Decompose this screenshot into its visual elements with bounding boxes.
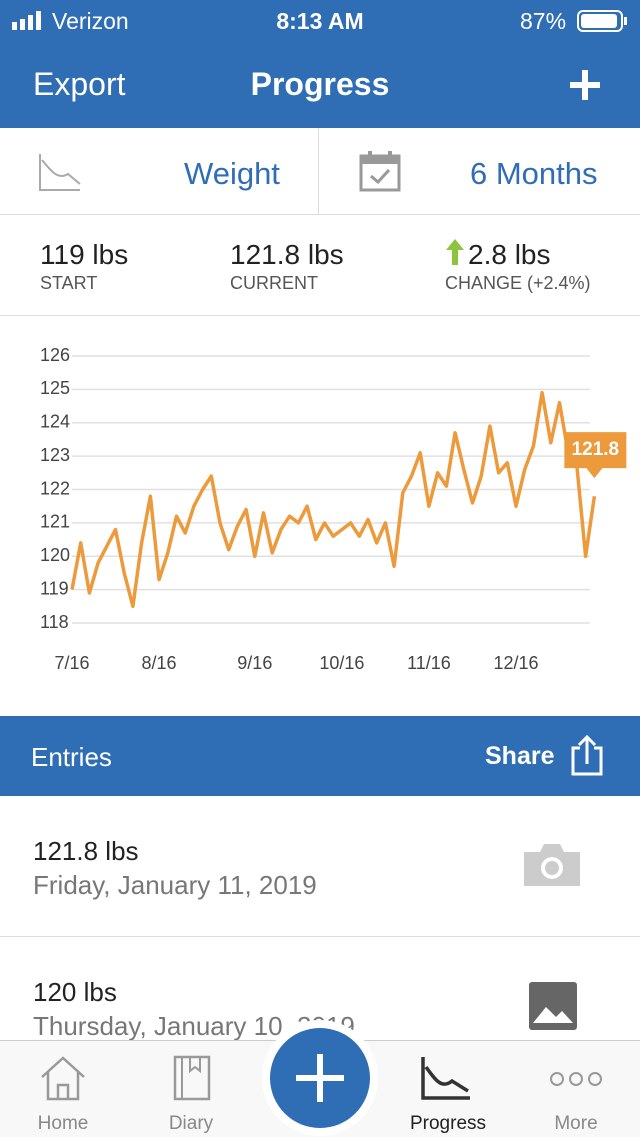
metric-selector[interactable]: Weight	[184, 156, 280, 191]
start-value: 119 lbs	[40, 239, 129, 270]
chart-icon	[39, 154, 81, 191]
x-tick-label: 9/16	[237, 653, 272, 673]
stats-row: 119 lbs START 121.8 lbs CURRENT 2.8 lbs …	[0, 215, 640, 316]
entry-weight: 120 lbs	[33, 977, 117, 1007]
quick-add-button[interactable]	[258, 1016, 382, 1136]
carrier: Verizon	[52, 8, 129, 34]
weight-chart: 118 119 120 121 122 123 124 125 126 7/16 8/16 9/16 1…	[40, 345, 627, 673]
entry-weight: 121.8 lbs	[33, 836, 139, 866]
add-button[interactable]	[568, 68, 602, 102]
y-tick-label: 125	[40, 378, 70, 398]
divider	[318, 128, 319, 214]
time: 8:13 AM	[276, 8, 364, 34]
header: Verizon 8:13 AM 87% Export Progress	[0, 0, 640, 128]
change-label: CHANGE (+2.4%)	[445, 273, 591, 293]
tab-diary[interactable]: Diary	[168, 1113, 214, 1134]
x-tick-label: 10/16	[319, 653, 364, 673]
export-button[interactable]: Export	[33, 66, 126, 102]
camera-icon	[524, 844, 580, 886]
y-tick-label: 123	[40, 445, 70, 465]
x-tick-label: 12/16	[493, 653, 538, 673]
home-icon[interactable]	[38, 1055, 88, 1101]
y-tick-label: 124	[40, 412, 70, 432]
tab-home[interactable]: Home	[37, 1113, 89, 1134]
entry-date: Friday, January 11, 2019	[33, 870, 317, 900]
weight-line	[70, 390, 597, 609]
change-value: 2.8 lbs	[468, 239, 551, 270]
current-label: CURRENT	[230, 273, 318, 293]
battery-percent: 87%	[520, 8, 567, 34]
tab-progress[interactable]: Progress	[409, 1113, 487, 1134]
tab-more[interactable]: More	[554, 1113, 598, 1134]
diary-icon[interactable]	[172, 1055, 212, 1101]
x-tick-label: 7/16	[54, 653, 89, 673]
start-label: START	[40, 273, 98, 293]
entries-header: Entries Share	[0, 716, 640, 796]
callout-label: 121.8	[572, 439, 620, 460]
up-arrow	[446, 239, 464, 265]
signal-icon	[12, 11, 41, 30]
y-tick-label: 118	[40, 612, 69, 632]
share-icon[interactable]	[568, 734, 606, 778]
calendar-icon	[359, 151, 401, 192]
callout-box	[564, 432, 627, 479]
photo-icon	[529, 982, 577, 1030]
x-tick-label: 8/16	[142, 653, 177, 673]
nav-title: Progress	[250, 66, 390, 102]
x-tick-label: 11/16	[407, 653, 451, 673]
y-tick-label: 120	[40, 545, 70, 565]
share-button[interactable]: Share	[485, 742, 555, 770]
entry-row[interactable]: 121.8 lbs Friday, January 11, 2019	[0, 796, 640, 937]
y-tick-label: 119	[40, 578, 69, 598]
y-tick-label: 126	[40, 345, 70, 365]
more-icon[interactable]	[548, 1069, 604, 1089]
progress-icon[interactable]	[420, 1055, 472, 1101]
y-tick-label: 121	[40, 512, 70, 532]
entries-title: Entries	[31, 742, 112, 772]
selector-row: Weight 6 Months	[0, 128, 640, 215]
range-selector[interactable]: 6 Months	[470, 156, 598, 191]
current-value: 121.8 lbs	[230, 239, 344, 270]
battery-icon	[577, 10, 627, 32]
y-tick-label: 122	[40, 478, 70, 498]
